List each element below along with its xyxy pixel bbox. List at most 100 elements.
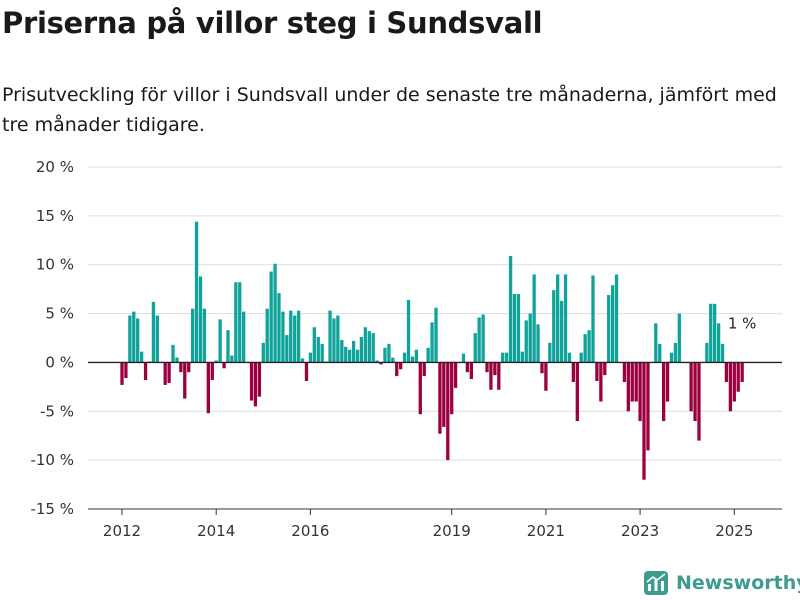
bar	[406, 299, 411, 363]
bar	[249, 362, 254, 401]
bar	[410, 356, 415, 363]
bar	[622, 362, 627, 382]
bar	[300, 358, 305, 363]
bar	[418, 362, 422, 415]
bar	[206, 362, 210, 414]
y-tick-label: 20 %	[36, 158, 74, 176]
bar	[261, 342, 265, 363]
bar	[391, 357, 395, 363]
bar	[540, 362, 544, 374]
bar	[183, 362, 187, 399]
bar	[320, 343, 324, 363]
bar	[473, 333, 477, 363]
bar	[512, 294, 517, 363]
bar	[595, 362, 599, 381]
bar	[375, 360, 379, 363]
bar	[610, 285, 615, 363]
bar	[340, 339, 344, 363]
bar	[607, 295, 611, 363]
x-tick-label: 2025	[715, 522, 753, 540]
y-tick-label: 10 %	[36, 256, 74, 274]
bar	[136, 318, 140, 363]
bar	[304, 362, 309, 381]
bar	[293, 315, 297, 363]
bar	[359, 337, 364, 363]
bar	[124, 362, 128, 379]
bar	[143, 362, 148, 381]
bar	[434, 307, 438, 363]
newsworthy-logo-icon	[644, 571, 668, 595]
y-tick-label: 5 %	[45, 305, 74, 323]
bar	[265, 308, 269, 363]
bar	[316, 337, 320, 363]
bar	[402, 352, 407, 363]
bar	[720, 343, 725, 363]
bar	[446, 362, 450, 461]
bar	[469, 362, 473, 380]
bar	[583, 334, 587, 363]
bar	[214, 360, 218, 363]
brand-name: Newsworthy	[676, 572, 800, 594]
bar	[654, 323, 658, 363]
bar	[646, 362, 650, 451]
bar	[642, 362, 646, 480]
x-tick-label: 2023	[621, 522, 659, 540]
bar	[355, 349, 360, 363]
bar	[187, 362, 191, 373]
bar	[536, 324, 540, 363]
bar	[132, 311, 136, 363]
bar	[363, 327, 368, 363]
y-tick-label: -15 %	[30, 500, 74, 518]
annotations: 1 %	[728, 315, 757, 333]
bar	[226, 330, 230, 363]
bar	[191, 308, 195, 363]
last-value-annotation: 1 %	[728, 315, 757, 333]
bar	[732, 362, 736, 402]
bar	[328, 310, 332, 363]
bar	[559, 300, 564, 363]
bar	[399, 362, 403, 370]
bar	[296, 310, 301, 363]
x-tick-label: 2021	[527, 522, 565, 540]
bar	[430, 322, 434, 363]
bar	[481, 314, 485, 363]
bar	[347, 349, 352, 363]
bar	[234, 282, 238, 363]
bar	[253, 362, 258, 407]
brand-logo: Newsworthy	[644, 569, 800, 597]
bar	[501, 352, 505, 363]
bar	[222, 362, 226, 369]
bar	[556, 274, 560, 363]
bar	[477, 317, 481, 363]
chart-title: Priserna på villor steg i Sundsvall	[2, 6, 543, 40]
bar	[552, 290, 556, 363]
bar	[285, 335, 289, 363]
bar	[728, 362, 733, 412]
bar	[638, 362, 642, 422]
bar	[379, 362, 383, 365]
bar	[626, 362, 630, 412]
bar	[163, 362, 167, 385]
bar	[591, 275, 595, 363]
bar	[438, 362, 442, 434]
bar	[697, 362, 701, 441]
bar	[450, 362, 454, 415]
bar	[351, 340, 356, 363]
bar	[587, 330, 591, 363]
bar	[567, 352, 572, 363]
bar	[532, 274, 536, 363]
bar	[662, 362, 666, 422]
x-tick-label: 2014	[197, 522, 235, 540]
bar	[673, 342, 678, 363]
bar	[179, 362, 183, 373]
bar	[665, 362, 670, 402]
x-tick-label: 2019	[433, 522, 471, 540]
bar	[383, 347, 387, 363]
bar	[465, 362, 470, 373]
bar	[308, 352, 313, 363]
bar	[599, 362, 603, 402]
bar	[693, 362, 697, 422]
bar	[312, 327, 316, 363]
bar	[740, 362, 744, 382]
